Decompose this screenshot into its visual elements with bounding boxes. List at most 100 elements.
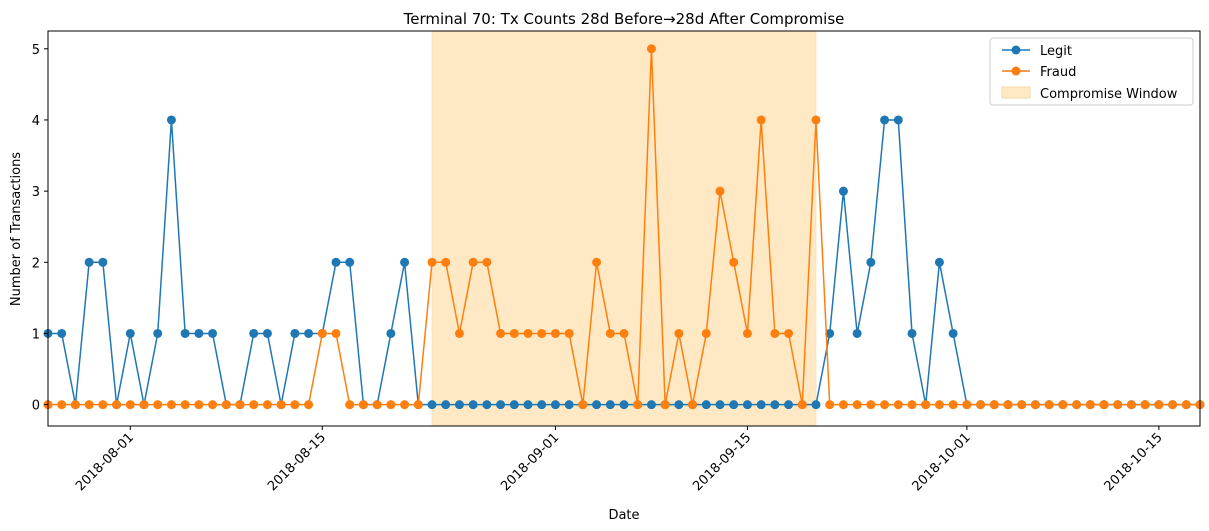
- data-point-fraud: [907, 400, 917, 410]
- x-axis-label: Date: [608, 508, 639, 523]
- data-point-fraud: [1154, 400, 1164, 410]
- data-point-fraud: [372, 400, 382, 410]
- data-point-fraud: [550, 328, 560, 338]
- data-point-fraud: [811, 115, 821, 125]
- data-point-fraud: [756, 115, 766, 125]
- data-point-fraud: [674, 328, 684, 338]
- data-point-legit: [715, 400, 725, 410]
- data-point-fraud: [235, 400, 245, 410]
- data-point-legit: [948, 328, 958, 338]
- data-point-legit: [400, 257, 410, 267]
- y-tick-label: 1: [32, 327, 40, 342]
- legend-legit-label: Legit: [1040, 44, 1072, 59]
- data-point-legit: [825, 328, 835, 338]
- data-point-legit: [468, 400, 478, 410]
- data-point-fraud: [496, 328, 506, 338]
- data-point-fraud: [249, 400, 259, 410]
- data-point-fraud: [564, 328, 574, 338]
- data-point-fraud: [921, 400, 931, 410]
- data-point-legit: [756, 400, 766, 410]
- y-tick-label: 2: [32, 256, 40, 271]
- data-point-legit: [852, 328, 862, 338]
- data-point-fraud: [852, 400, 862, 410]
- data-point-legit: [166, 115, 176, 125]
- data-point-fraud: [1017, 400, 1027, 410]
- data-point-fraud: [742, 328, 752, 338]
- legend-box: [989, 37, 1194, 106]
- data-point-fraud: [468, 257, 478, 267]
- data-point-fraud: [1072, 400, 1082, 410]
- data-point-fraud: [304, 400, 314, 410]
- data-point-legit: [770, 400, 780, 410]
- data-point-fraud: [838, 400, 848, 410]
- data-point-legit: [893, 115, 903, 125]
- data-point-legit: [550, 400, 560, 410]
- data-point-fraud: [1030, 400, 1040, 410]
- data-point-fraud: [715, 186, 725, 196]
- legend-window-label: Compromise Window: [1040, 87, 1178, 102]
- data-point-fraud: [441, 257, 451, 267]
- data-point-legit: [427, 400, 437, 410]
- data-point-legit: [605, 400, 615, 410]
- data-point-legit: [742, 400, 752, 410]
- data-point-fraud: [262, 400, 272, 410]
- data-point-fraud: [413, 400, 423, 410]
- data-point-legit: [331, 257, 341, 267]
- legend-fraud-marker: [1011, 66, 1021, 76]
- data-point-fraud: [454, 328, 464, 338]
- data-point-fraud: [166, 400, 176, 410]
- data-point-fraud: [1085, 400, 1095, 410]
- data-point-fraud: [482, 257, 492, 267]
- data-point-legit: [537, 400, 547, 410]
- data-point-legit: [208, 328, 218, 338]
- data-point-fraud: [592, 257, 602, 267]
- data-point-fraud: [84, 400, 94, 410]
- data-point-fraud: [646, 44, 656, 54]
- data-point-legit: [880, 115, 890, 125]
- compromise-window-region: [431, 30, 817, 427]
- data-point-fraud: [317, 328, 327, 338]
- data-point-legit: [838, 186, 848, 196]
- data-point-legit: [153, 328, 163, 338]
- data-point-fraud: [1058, 400, 1068, 410]
- series-fraud: [43, 44, 1205, 410]
- y-tick-label: 5: [32, 43, 40, 58]
- data-point-legit: [249, 328, 259, 338]
- data-point-fraud: [825, 400, 835, 410]
- data-point-fraud: [427, 257, 437, 267]
- data-point-fraud: [180, 400, 190, 410]
- data-point-legit: [509, 400, 519, 410]
- data-point-fraud: [948, 400, 958, 410]
- data-point-fraud: [962, 400, 972, 410]
- data-point-fraud: [1126, 400, 1136, 410]
- data-point-fraud: [70, 400, 80, 410]
- data-point-legit: [290, 328, 300, 338]
- data-point-legit: [125, 328, 135, 338]
- data-point-legit: [454, 400, 464, 410]
- data-point-fraud: [112, 400, 122, 410]
- data-point-legit: [84, 257, 94, 267]
- data-point-fraud: [386, 400, 396, 410]
- data-point-fraud: [98, 400, 108, 410]
- data-point-fraud: [1003, 400, 1013, 410]
- data-point-fraud: [57, 400, 67, 410]
- data-point-legit: [811, 400, 821, 410]
- data-point-fraud: [688, 400, 698, 410]
- data-point-fraud: [358, 400, 368, 410]
- data-point-fraud: [345, 400, 355, 410]
- data-point-legit: [934, 257, 944, 267]
- data-point-fraud: [276, 400, 286, 410]
- legend-fraud-label: Fraud: [1040, 65, 1076, 80]
- data-point-legit: [619, 400, 629, 410]
- data-point-legit: [386, 328, 396, 338]
- data-point-legit: [523, 400, 533, 410]
- data-point-fraud: [893, 400, 903, 410]
- data-point-fraud: [400, 400, 410, 410]
- data-point-fraud: [1168, 400, 1178, 410]
- data-point-legit: [866, 257, 876, 267]
- data-point-fraud: [578, 400, 588, 410]
- y-axis-label: Number of Transactions: [9, 152, 24, 306]
- data-point-fraud: [1140, 400, 1150, 410]
- y-tick-label: 0: [32, 399, 40, 414]
- data-point-fraud: [976, 400, 986, 410]
